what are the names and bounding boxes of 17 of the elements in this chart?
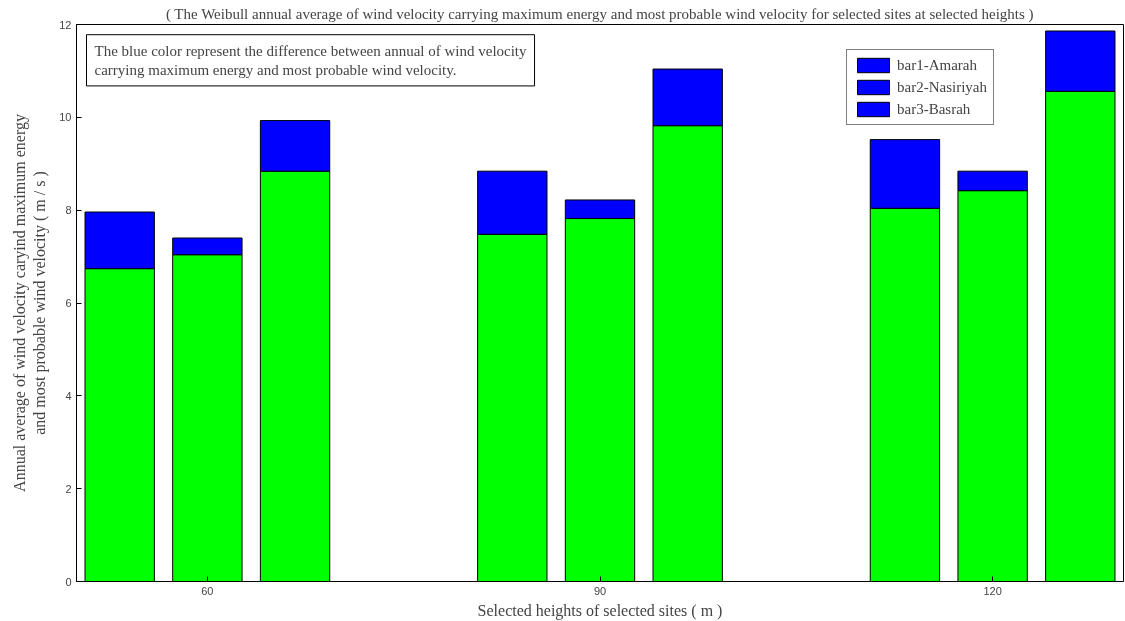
annotation: The blue color represent the difference between annual of wind velocity carrying maximum energy and most probable wind velocity. [94,42,528,78]
y-tick-label: 8 [65,204,72,217]
y-axis-title: Annual average of wind velocity caryind maximum energy and most probable wind velocity ( m / s ) [10,114,50,492]
legend-label: bar3-Basrah [897,100,971,118]
x-tick-label: 120 [983,584,1002,597]
x-tick-label: 60 [201,584,214,597]
chart-title: ( The Weibull annual average of wind velocity carrying maximum energy and most probable wind velocity for selected sites at selected heights ) [165,5,1034,23]
y-tick-label: 10 [59,111,72,124]
y-tick-label: 0 [65,575,72,588]
x-tick-label: 90 [593,584,607,597]
y-tick-label: 4 [65,389,72,402]
legend-label: bar1-Amarah [897,56,977,74]
legend-label: bar2-Nasiriyah [897,78,987,96]
x-axis-title: Selected heights of selected sites ( m ) [477,601,723,620]
y-tick-label: 2 [65,482,72,495]
y-tick-label: 12 [59,18,72,31]
y-tick-label: 6 [65,297,72,309]
